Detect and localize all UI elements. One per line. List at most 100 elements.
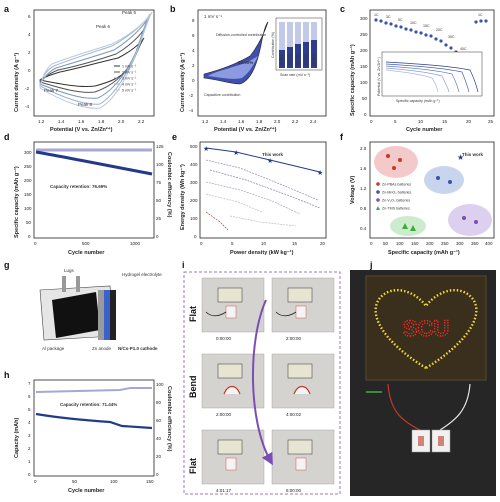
photo-1: 0:00:00 [201, 277, 265, 341]
ytick-c-5: 250 [360, 32, 368, 37]
xlabel-c: Cycle number [406, 127, 443, 133]
panel-label-a: a [4, 4, 10, 14]
peak-8: Peak 8 [78, 102, 93, 107]
zn-label: Zn anode [92, 346, 112, 351]
xlabel-b: Potential (V vs. Zn/Zn²⁺) [214, 126, 277, 133]
xtick-a-4: 2.0 [118, 119, 125, 124]
xticks-c: 0 5 10 15 20 25 [370, 119, 494, 124]
ytick-c-2: 100 [360, 80, 368, 85]
xtick-c-0: 0 [370, 119, 373, 124]
xtick-e-1: 5 [231, 241, 234, 246]
legend-a-0: 1 mV s⁻¹ [122, 65, 137, 69]
xtick-a-3: 1.8 [98, 119, 105, 124]
label-flat-1: Flat [188, 306, 198, 322]
xtick-b-1: 1.4 [220, 119, 227, 124]
ytick-f-1: 0.8 [360, 206, 367, 211]
xtick-a-2: 1.6 [78, 119, 85, 124]
inset-value-2: 40.44% [296, 53, 300, 66]
panel-label-h: h [4, 370, 10, 380]
ytick-c-6: 300 [360, 16, 368, 21]
ytick-d-0: 0 [28, 234, 31, 239]
xtick-f-5: 250 [441, 241, 449, 246]
inset-value-3: 43.84% [304, 53, 308, 66]
xticks-d: 0 500 1000 [34, 241, 141, 246]
ytick2-h-0: 0 [156, 472, 159, 477]
ce-series-h [35, 387, 152, 393]
ytick-c-3: 150 [360, 64, 368, 69]
scan-rate-b: 1 mV s⁻¹ [204, 14, 222, 19]
cathode-layer [110, 290, 116, 340]
xtick-f-6: 300 [456, 241, 464, 246]
panel-i-frame [183, 271, 341, 495]
yticks2-h: 0 20 40 60 80 100 [156, 382, 164, 477]
rate-label-7: 40C [460, 47, 467, 51]
peak-5: Peak 5 [122, 10, 137, 15]
xlabel-f: Specific capacity (mAh g⁻¹) [388, 249, 460, 256]
time-5: 4:01:17 [216, 488, 232, 493]
wire-red [387, 383, 421, 431]
xtick-f-2: 100 [396, 241, 404, 246]
retention-h: Capacity retention: 71.44% [60, 402, 117, 407]
ytick-a-4: 4 [28, 32, 31, 37]
ytick-e-1: 100 [190, 216, 198, 221]
cluster-v2o5 [448, 204, 492, 236]
cv-curves [38, 11, 153, 109]
xtick-a-1: 1.4 [58, 119, 65, 124]
rate-label-4: 15C [423, 24, 430, 28]
xtick-d-1: 500 [82, 241, 90, 246]
panel-e: e ★ ★ ★ ★ This work 0 5 10 15 20 0 100 [172, 132, 327, 256]
ylabel-h: Capacity (mAh) [14, 417, 20, 458]
xtick-e-3: 15 [292, 241, 298, 246]
ytick2-h-1: 20 [156, 454, 162, 459]
plot-frame-f [369, 141, 495, 239]
xtick-e-0: 0 [200, 241, 203, 246]
time-1: 0:00:00 [216, 336, 232, 341]
diffusion-label: Diffusion-controlled contribution [216, 33, 266, 37]
ytick-b-0: -4 [189, 108, 193, 113]
electrolyte-label: Hydrogel electrolyte [122, 272, 162, 277]
percent-label: 29.90% [238, 60, 253, 65]
ylabel-b: Current density (A g⁻¹) [179, 53, 186, 112]
panel-b: b 1 mV s⁻¹ Diffusion-controlled contribu… [170, 4, 327, 133]
capacity-series-d [35, 150, 153, 176]
xtick-h-3: 150 [146, 479, 154, 484]
panel-a: a Peak 5 Peak 6 Peak 7 Peak 8 1 mV s⁻¹ 2… [4, 4, 155, 133]
ytick-a-1: -2 [25, 86, 29, 91]
legend-f-1: Zn-MnO₂ batteries [382, 191, 412, 195]
ytick-e-2: 200 [190, 198, 198, 203]
rate-label-6: 30C [448, 35, 455, 39]
plot-frame-a [33, 9, 155, 117]
xlabel-d: Cycle number [68, 250, 105, 256]
panel-h: h Capacity retention: 71.44% 0 50 100 15… [4, 370, 172, 494]
panel-label-c: c [340, 4, 345, 14]
xticks-h: 0 50 100 150 [34, 479, 154, 484]
ylabel-a: Current density (A g⁻¹) [13, 53, 20, 112]
label-flat-2: Flat [188, 458, 198, 474]
photo-5: 4:01:17 [201, 429, 265, 493]
rate-label-2: 5C [398, 18, 403, 22]
cluster-points [386, 154, 478, 231]
ylabel2-d: Coulombic efficiency (%) [166, 152, 172, 218]
ytick-a-2: 0 [28, 68, 31, 73]
peak-6: Peak 6 [96, 24, 111, 29]
panel-j: j SCU [350, 260, 496, 496]
ytick-b-2: 0 [192, 78, 195, 83]
cluster-pba [374, 146, 418, 178]
rate-labels: 1C 3C 5C 10C 15C 20C 30C 40C 1C [374, 13, 483, 51]
label-bend: Bend [188, 376, 198, 399]
ytick-a-5: 6 [28, 14, 31, 19]
ylabel-f: Voltage (V) [350, 176, 356, 204]
inset-ylabel-c: Potential (V vs. Zn/Zn²⁺) [377, 57, 381, 96]
ytick-e-4: 400 [190, 162, 198, 167]
yticks-e: 0 100 200 300 400 500 [190, 144, 198, 239]
plot-frame-d [33, 141, 155, 239]
capacity-series-h [35, 412, 153, 430]
capacitive-label: Capacitive contribution [204, 93, 240, 97]
inset-bars-b: 29.90% 35.67% 40.44% 43.84% 46.95% Scan … [271, 17, 323, 77]
al-label: Al package [42, 346, 65, 351]
ytick-f-3: 1.6 [360, 166, 367, 171]
panel-label-b: b [170, 4, 176, 14]
ytick2-h-2: 40 [156, 436, 162, 441]
ytick-c-1: 50 [362, 96, 368, 101]
ytick-a-0: -4 [25, 104, 29, 109]
